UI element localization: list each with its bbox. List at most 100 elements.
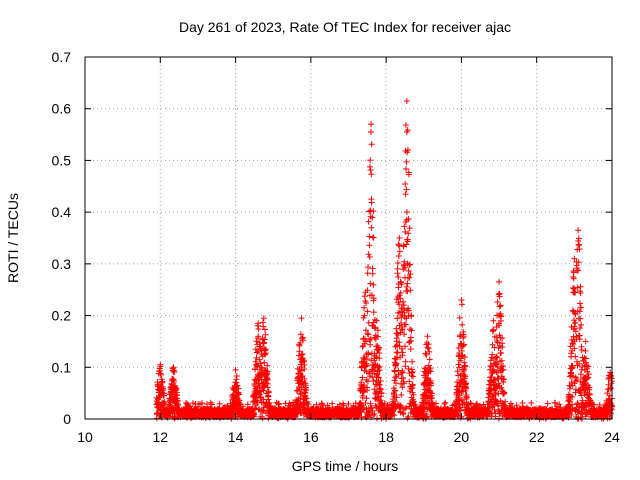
- data-point: [173, 389, 180, 396]
- data-point: [299, 379, 306, 386]
- data-point: [406, 326, 413, 333]
- data-point: [366, 242, 373, 249]
- data-point: [497, 302, 504, 309]
- data-point: [459, 321, 466, 328]
- data-point: [367, 157, 374, 164]
- data-point: [364, 270, 371, 277]
- data-point: [329, 400, 336, 407]
- data-point: [519, 400, 526, 406]
- data-point: [577, 300, 584, 307]
- data-point: [403, 186, 410, 193]
- data-point: [406, 225, 413, 232]
- data-point: [401, 223, 408, 230]
- data-point: [393, 335, 400, 342]
- data-point: [367, 207, 374, 214]
- data-point: [255, 333, 262, 340]
- data-point: [233, 373, 240, 380]
- peak-point: [490, 317, 497, 324]
- data-point: [161, 398, 168, 405]
- x-tick-label: 20: [454, 429, 470, 445]
- data-point: [254, 363, 261, 370]
- data-point: [296, 348, 303, 355]
- data-point: [406, 378, 413, 385]
- data-point: [396, 248, 403, 255]
- data-point: [577, 283, 584, 290]
- data-point: [259, 415, 266, 422]
- data-point: [235, 391, 242, 398]
- data-point: [298, 390, 305, 397]
- data-point: [300, 358, 307, 365]
- data-point: [394, 315, 401, 322]
- data-point: [409, 373, 416, 380]
- data-point: [442, 399, 449, 406]
- y-tick-label: 0: [63, 411, 71, 427]
- data-point: [404, 280, 411, 287]
- data-point: [160, 387, 167, 394]
- data-point: [318, 401, 325, 408]
- axis-ticks: [84, 56, 613, 420]
- y-tick-label: 0.2: [52, 308, 72, 324]
- data-point: [369, 214, 376, 221]
- data-point: [297, 339, 304, 346]
- data-point: [264, 362, 271, 369]
- data-point: [364, 308, 371, 315]
- y-tick-label: 0.5: [52, 152, 72, 168]
- data-point: [409, 369, 416, 376]
- data-point: [244, 401, 251, 408]
- data-point: [252, 358, 259, 365]
- data-point: [198, 400, 205, 407]
- x-tick-label: 16: [303, 429, 319, 445]
- data-point: [367, 167, 374, 174]
- data-point: [216, 400, 223, 407]
- data-point: [401, 343, 408, 350]
- data-point: [368, 141, 375, 148]
- data-point: [405, 230, 412, 237]
- data-point: [260, 339, 267, 346]
- data-point: [544, 400, 551, 407]
- data-point: [406, 338, 413, 345]
- peak-point: [424, 333, 431, 340]
- data-point: [234, 382, 241, 389]
- data-point: [365, 251, 372, 258]
- data-point: [260, 323, 267, 330]
- data-point: [369, 265, 376, 272]
- data-point: [297, 331, 304, 338]
- data-point: [159, 378, 166, 385]
- y-tick-label: 0.3: [52, 256, 72, 272]
- data-point: [403, 158, 410, 165]
- data-point: [261, 359, 268, 366]
- data-point: [576, 325, 583, 332]
- data-point: [366, 254, 373, 261]
- data-point: [257, 360, 264, 367]
- x-axis-label: GPS time / hours: [292, 458, 399, 474]
- data-point: [582, 347, 589, 354]
- data-point: [395, 253, 402, 260]
- peak-point: [403, 97, 410, 104]
- tick-labels: 10 12 14 16 18 20 22 24 0 0.1 0.2 0.3 0.4 0.5 0.6 0.7: [52, 49, 620, 445]
- data-point: [394, 265, 401, 272]
- data-point: [261, 336, 268, 343]
- data-point: [409, 358, 416, 365]
- data-point: [496, 290, 503, 297]
- data-point: [252, 405, 259, 412]
- data-point: [394, 330, 401, 337]
- data-point: [158, 371, 165, 378]
- data-point: [302, 394, 309, 401]
- data-point: [404, 288, 411, 295]
- data-point: [265, 389, 272, 396]
- data-point: [261, 383, 268, 390]
- data-point: [572, 353, 579, 360]
- peak-point: [458, 297, 465, 304]
- data-point: [172, 385, 179, 392]
- data-point: [402, 165, 409, 172]
- data-point: [402, 228, 409, 235]
- x-tick-label: 22: [529, 429, 545, 445]
- data-point: [406, 274, 413, 281]
- data-point: [575, 241, 582, 248]
- peak-point: [582, 338, 589, 345]
- peak-point: [575, 227, 582, 234]
- data-point: [299, 351, 306, 358]
- x-tick-label: 12: [152, 429, 168, 445]
- peak-point: [298, 315, 305, 322]
